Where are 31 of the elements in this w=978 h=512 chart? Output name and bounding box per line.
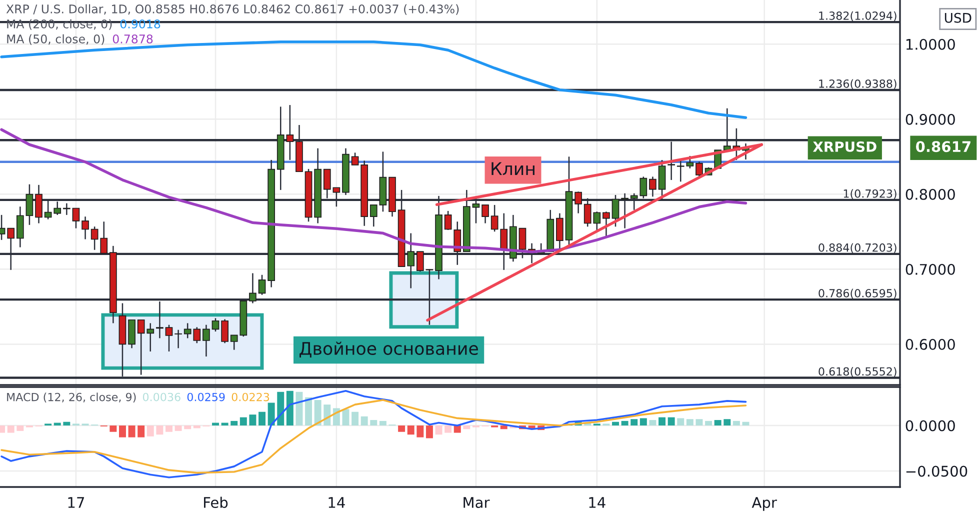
annotation: MA (50, close, 0) bbox=[7, 34, 104, 45]
y-tick-label: 0.8000 bbox=[906, 188, 955, 200]
y-tick-label: 0.7000 bbox=[906, 264, 955, 275]
y-tick-label: −0.0500 bbox=[906, 466, 968, 477]
y-tick-label: 0.6000 bbox=[906, 338, 955, 350]
ref-line-label: 1(0.7923) bbox=[844, 189, 896, 200]
y-tick-label: 1.0000 bbox=[906, 38, 955, 50]
annotation: Клин bbox=[492, 162, 534, 175]
ref-line-label: 0.618(0.5552) bbox=[818, 367, 896, 377]
annotation: XRPUSD bbox=[812, 141, 876, 152]
chart-title: MACD (12, 26, close, 9) bbox=[7, 392, 136, 403]
x-tick-label: 14 bbox=[589, 497, 606, 508]
ref-line-label: 0.786(0.6595) bbox=[818, 288, 896, 299]
annotation: Двойное основание bbox=[300, 342, 478, 358]
x-tick-label: Mar bbox=[464, 497, 490, 508]
x-tick-label: 14 bbox=[328, 497, 345, 508]
annotation: 0.0036 bbox=[142, 392, 180, 402]
annotation: 0.7878 bbox=[112, 34, 153, 44]
y-tick-label: 0.0000 bbox=[906, 420, 955, 432]
ref-line-label: 1.236(0.9388) bbox=[819, 79, 896, 90]
chart-title: XRP / U.S. Dollar, 1D, O0.8585 H0.8676 L0.8462 C0.8617 +0.0037 (+0.43%) bbox=[6, 4, 459, 15]
text: USD bbox=[944, 12, 972, 23]
annotation: 0.0259 bbox=[187, 392, 225, 402]
x-tick-label: 17 bbox=[68, 497, 84, 508]
y-tick-label: 0.9000 bbox=[906, 114, 955, 125]
ref-line-label: 1.382(1.0294) bbox=[819, 11, 896, 22]
x-tick-label: Apr bbox=[752, 497, 777, 511]
x-tick-label: Feb bbox=[204, 496, 228, 508]
annotation: 0.0223 bbox=[232, 392, 270, 402]
text: 0.8617 bbox=[916, 141, 970, 152]
ref-line-label: 0.884(0.7203) bbox=[818, 243, 896, 254]
